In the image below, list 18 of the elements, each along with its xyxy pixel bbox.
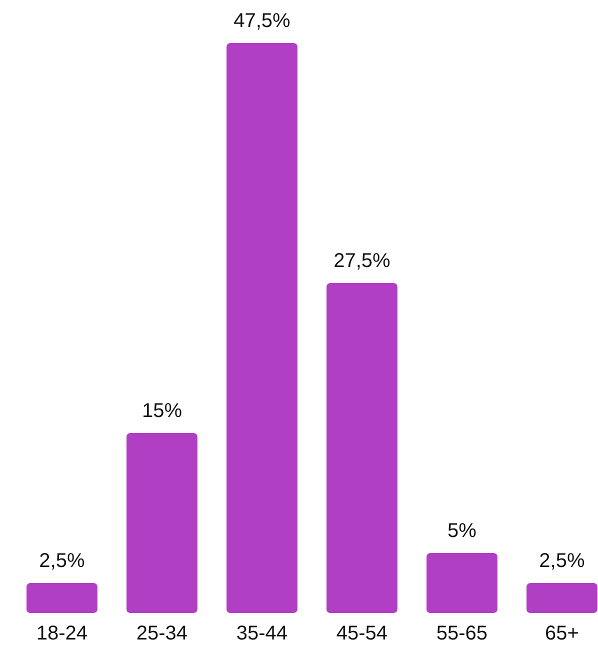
bar [126,433,198,613]
x-tick-label: 18-24 [36,622,88,644]
bar [26,583,98,613]
x-tick-label: 35-44 [236,622,288,644]
data-label: 2,5% [539,550,585,572]
x-tick-label: 55-65 [436,622,488,644]
x-tick-label: 45-54 [336,622,388,644]
x-tick-label: 65+ [544,622,579,644]
data-label: 27,5% [334,250,391,272]
bar [526,583,598,613]
data-label: 47,5% [234,10,291,32]
data-label: 15% [142,400,182,422]
data-label: 2,5% [39,550,85,572]
x-tick-label: 25-34 [136,622,188,644]
bar [426,553,498,613]
bar [326,283,398,613]
bar [226,43,298,613]
data-label: 5% [448,520,477,542]
